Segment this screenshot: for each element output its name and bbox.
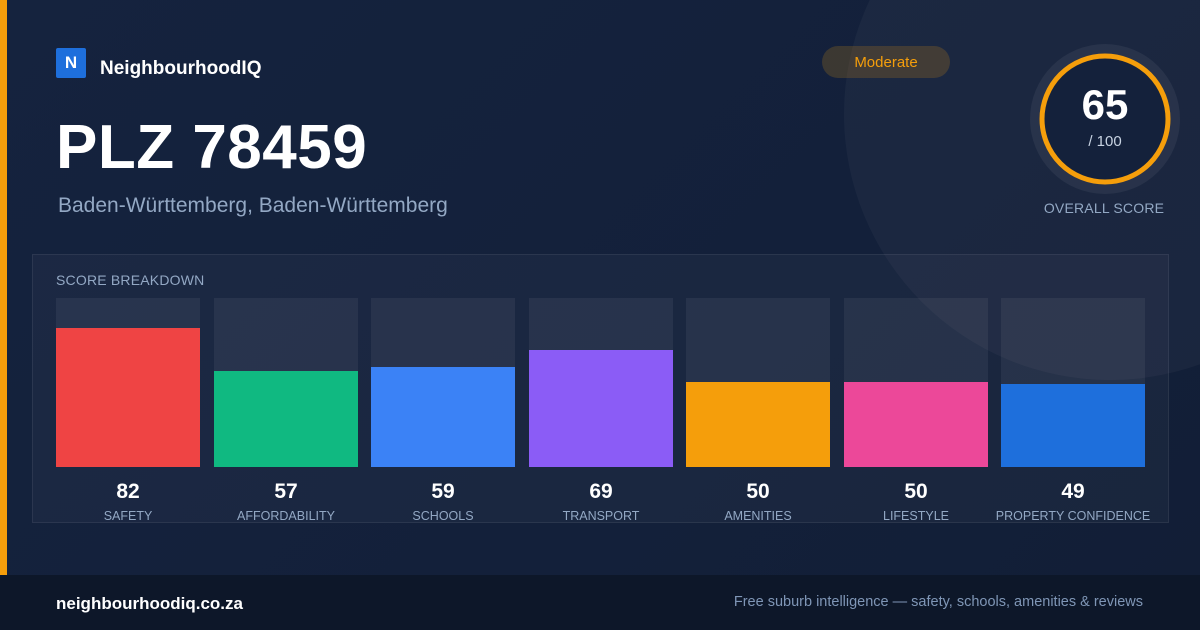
bar-value: 82 — [116, 480, 140, 503]
logo-mark-icon: N — [56, 48, 86, 78]
bar-value: 49 — [1061, 480, 1085, 503]
score-breakdown-panel: SCORE BREAKDOWN 82 SAFETY 57 AFFORDABILITY 5… — [32, 254, 1169, 523]
bar-label: SCHOOLS — [412, 509, 474, 523]
score-bar-affordability: 57 AFFORDABILITY — [214, 298, 358, 524]
bar-track — [1001, 298, 1145, 467]
overall-score-gauge: 65 / 100 — [1028, 42, 1182, 196]
bar-value: 69 — [589, 480, 613, 503]
score-bar-property-confidence: 49 PROPERTY CONFIDENCE — [996, 298, 1150, 524]
bar-label: AMENITIES — [724, 509, 792, 523]
bar-fill — [844, 382, 988, 467]
breakdown-title: SCORE BREAKDOWN — [56, 272, 205, 288]
score-bar-safety: 82 SAFETY — [56, 298, 200, 524]
score-bar-lifestyle: 50 LIFESTYLE — [844, 298, 988, 524]
bar-fill — [371, 367, 515, 467]
score-bar-amenities: 50 AMENITIES — [686, 298, 830, 524]
bar-label: LIFESTYLE — [883, 509, 949, 523]
bar-track — [214, 298, 358, 467]
bar-value: 50 — [746, 480, 770, 503]
rating-badge: Moderate — [822, 46, 950, 78]
bar-label: TRANSPORT — [562, 509, 640, 523]
score-ring-icon — [1030, 44, 1180, 194]
bar-value: 57 — [274, 480, 298, 503]
footer-tagline: Free suburb intelligence — safety, schoo… — [733, 594, 1143, 610]
bar-fill — [686, 382, 830, 467]
bar-fill — [214, 371, 358, 467]
left-accent-bar — [0, 0, 7, 575]
bar-value: 59 — [431, 480, 455, 503]
location-subtitle: Baden-Württemberg, Baden-Württemberg — [58, 194, 448, 217]
score-bar-schools: 59 SCHOOLS — [371, 298, 515, 524]
brand-name: NeighbourhoodIQ — [100, 58, 262, 79]
footer-url-link[interactable]: neighbourhoodiq.co.za — [56, 594, 243, 613]
overall-score-value: 65 — [1081, 81, 1129, 128]
bar-label: SAFETY — [103, 509, 153, 523]
bar-track — [529, 298, 673, 467]
brand-logo[interactable]: N NeighbourhoodIQ — [56, 46, 261, 80]
bar-fill — [529, 350, 673, 467]
bar-fill — [1001, 384, 1145, 467]
score-bar-transport: 69 TRANSPORT — [529, 298, 673, 524]
overall-score-caption: OVERALL SCORE — [1043, 200, 1165, 216]
bar-fill — [56, 328, 200, 467]
bar-label: AFFORDABILITY — [237, 509, 335, 523]
bar-track — [56, 298, 200, 467]
footer: neighbourhoodiq.co.za Free suburb intell… — [0, 575, 1200, 630]
bar-value: 50 — [904, 480, 928, 503]
bar-track — [686, 298, 830, 467]
page-title: PLZ 78459 — [56, 113, 368, 182]
bar-track — [844, 298, 988, 467]
bar-label: PROPERTY CONFIDENCE — [995, 509, 1151, 523]
overall-score-max: / 100 — [1088, 133, 1122, 150]
bar-track — [371, 298, 515, 467]
